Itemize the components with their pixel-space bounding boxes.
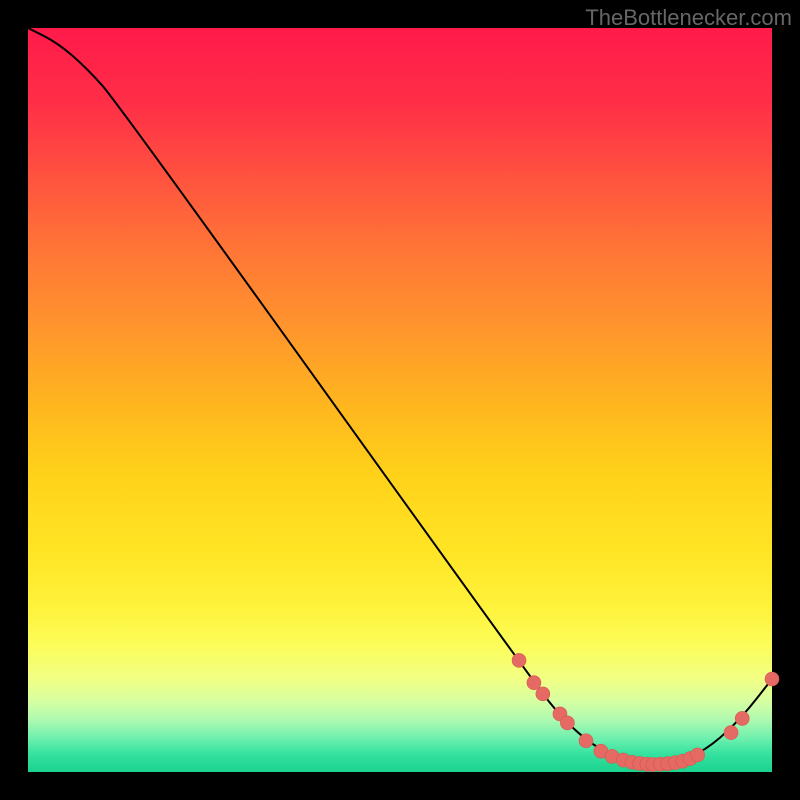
- data-marker: [691, 748, 705, 762]
- data-marker: [560, 716, 574, 730]
- watermark-text: TheBottlenecker.com: [585, 5, 792, 31]
- data-marker: [579, 734, 593, 748]
- chart-stage: TheBottlenecker.com: [0, 0, 800, 800]
- data-marker: [512, 653, 526, 667]
- plot-background: [28, 28, 772, 772]
- data-marker: [735, 711, 749, 725]
- chart-svg: [0, 0, 800, 800]
- data-marker: [765, 672, 779, 686]
- data-marker: [724, 726, 738, 740]
- data-marker: [536, 687, 550, 701]
- data-marker: [527, 676, 541, 690]
